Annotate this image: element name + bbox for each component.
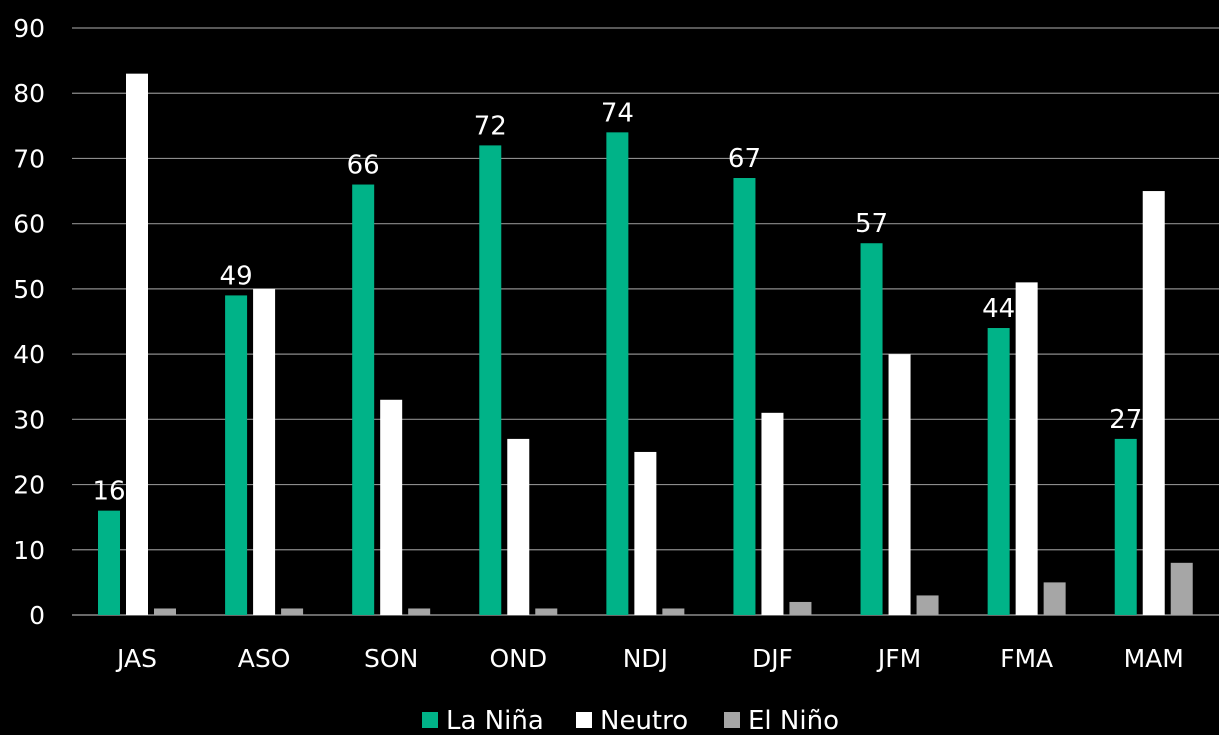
y-tick-label: 20: [13, 471, 45, 500]
y-tick-label: 70: [13, 144, 45, 173]
x-tick-label: JAS: [115, 644, 157, 673]
y-tick-label: 40: [13, 340, 45, 369]
bar-el-ni-o-son: [408, 608, 431, 615]
bar-neutro-fma: [1015, 282, 1038, 615]
x-tick-label: DJF: [752, 644, 793, 673]
x-tick-label: MAM: [1124, 644, 1184, 673]
data-labels: 16 49 66 72 74 67 57 44 27: [92, 98, 1142, 506]
bar-neutro-jas: [126, 73, 148, 615]
x-tick-label: NDJ: [623, 644, 668, 673]
bar-neutro-mam: [1142, 191, 1165, 616]
data-label: 66: [347, 151, 380, 181]
y-tick-label: 50: [13, 275, 45, 304]
y-tick-label: 0: [29, 601, 45, 630]
bar-la-ni-a-son: [352, 184, 375, 616]
y-tick-label: 10: [13, 536, 45, 565]
y-tick-label: 90: [13, 14, 45, 43]
bar-el-ni-o-djf: [789, 601, 812, 615]
legend-label: Neutro: [600, 706, 688, 735]
bar-neutro-ond: [507, 438, 530, 615]
bar-neutro-djf: [761, 412, 784, 615]
bars: [98, 73, 1193, 616]
y-tick-label: 60: [13, 210, 45, 239]
bar-el-ni-o-ndj: [662, 608, 685, 615]
y-tick-label: 30: [13, 405, 45, 434]
bar-la-ni-a-ond: [479, 145, 502, 615]
data-label: 72: [474, 111, 507, 141]
data-label: 27: [1109, 405, 1142, 435]
legend-swatch: [422, 712, 438, 728]
data-label: 44: [982, 294, 1015, 324]
bar-la-ni-a-jas: [98, 510, 120, 615]
x-axis-ticks: JAS ASO SON OND NDJ DJF JFM FMA MAM: [115, 644, 1184, 673]
bar-la-ni-a-aso: [225, 295, 248, 615]
legend-label: El Niño: [748, 706, 839, 735]
bar-la-ni-a-djf: [733, 178, 756, 615]
legend: La Niña Neutro El Niño: [422, 706, 839, 735]
x-tick-label: JFM: [876, 644, 921, 673]
data-label: 16: [92, 477, 125, 507]
bar-neutro-jfm: [888, 354, 911, 615]
bar-el-ni-o-jas: [154, 608, 176, 615]
bar-neutro-aso: [253, 288, 276, 615]
bar-el-ni-o-mam: [1170, 562, 1193, 615]
legend-swatch: [724, 712, 740, 728]
legend-swatch: [576, 712, 592, 728]
bar-neutro-son: [380, 399, 403, 615]
x-tick-label: SON: [364, 644, 418, 673]
data-label: 57: [855, 209, 888, 239]
data-label: 67: [728, 144, 761, 174]
bar-el-ni-o-jfm: [916, 595, 939, 615]
bar-la-ni-a-jfm: [860, 243, 883, 615]
data-label: 49: [220, 261, 253, 291]
bar-el-ni-o-aso: [281, 608, 304, 615]
x-tick-label: FMA: [1000, 644, 1053, 673]
y-tick-label: 80: [13, 79, 45, 108]
x-tick-label: ASO: [238, 644, 291, 673]
data-label: 74: [601, 98, 634, 128]
bar-la-ni-a-fma: [987, 328, 1010, 615]
bar-el-ni-o-fma: [1043, 582, 1066, 615]
bar-neutro-ndj: [634, 451, 657, 615]
bar-el-ni-o-ond: [535, 608, 558, 615]
bar-la-ni-a-mam: [1114, 438, 1137, 615]
bar-la-ni-a-ndj: [606, 132, 629, 615]
legend-label: La Niña: [446, 706, 544, 735]
y-axis-ticks: 0 10 20 30 40 50 60 70 80 90: [13, 14, 45, 630]
x-tick-label: OND: [489, 644, 547, 673]
